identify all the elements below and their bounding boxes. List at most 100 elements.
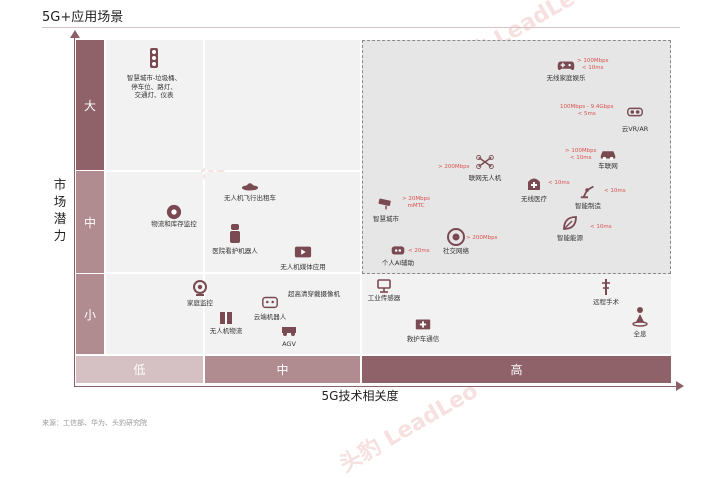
robot-head-icon [391,246,405,255]
spec-connected-car: > 100Mbps < 10ms [565,148,597,161]
aperture-icon [447,228,465,246]
app-logistics-inventory-monitoring: 物流和库存监控 [138,204,210,229]
app-cloud-vr-ar: 云VR/AR [610,104,660,134]
page-title: 5G+应用场景 [42,10,124,25]
x-level-mid: 中 [205,356,360,383]
app-label: 云VR/AR [621,125,649,133]
robot-face-icon [262,296,278,309]
app-label: 物流和库存监控 [151,220,197,228]
y-level-mid: 中 [76,171,104,273]
spec-smart-energy: < 10ms [590,224,612,230]
ufo-icon [241,183,259,191]
app-label: 无线家庭娱乐 [546,74,586,82]
app-label: 智慧城市-垃圾桶、 停车位、路灯、 交通灯、仪表 [126,74,182,99]
ambulance-icon [415,319,431,330]
app-drone-media: 无人机媒体应用 [272,244,334,272]
x-axis-title: 5G技术相关度 [321,389,399,403]
car-icon [600,151,616,161]
spec-connected-drone: > 200Mbps [438,164,470,170]
app-uhd-wearable-camera: 超高清穿戴摄像机 [288,290,340,298]
app-connected-drone: 联网无人机 [460,154,510,183]
vr-headset-icon [627,107,643,117]
spec-personal-ai-assistant: < 20ms [408,248,430,254]
app-label: 远程手术 [593,298,619,306]
gamepad-icon [557,61,575,71]
title-divider [42,27,680,28]
nurse-robot-icon [230,224,240,243]
app-smart-city: 智慧城市 [366,196,406,224]
high-relevance-zone [362,40,671,274]
app-label: 社交网络 [443,247,469,255]
app-smart-city-infrastructure: 智慧城市-垃圾桶、 停车位、路灯、 交通灯、仪表 [110,48,198,100]
app-home-monitoring: 家庭监控 [180,280,220,308]
spec-wireless-medical: < 10ms [548,180,570,186]
video-play-icon [294,246,312,258]
app-cloud-robot: 云端机器人 [250,294,290,322]
source-note: 来源：工信部、华为、头豹研究院 [42,419,147,427]
app-holographic: 全息 [626,306,654,339]
app-label: 车联网 [598,162,618,170]
surgery-icon [602,279,610,295]
spec-wireless-home-entertainment: > 100Mbps < 10ms [577,58,609,71]
robot-arm-icon [580,185,594,199]
y-level-high: 大 [76,40,104,170]
app-label: 云端机器人 [253,313,287,321]
agv-icon [282,327,296,336]
app-label: 智慧城市 [373,215,399,223]
app-label: 无人机物流 [209,327,243,335]
y-axis-line [74,34,75,386]
cctv-icon [378,198,391,210]
hologram-icon [632,307,648,327]
app-label: 无人机媒体应用 [280,263,326,271]
x-level-high: 高 [362,356,671,383]
medical-icon [528,178,540,190]
app-industrial-sensor: 工业传感器 [362,278,406,303]
spec-cloud-vr-ar: 100Mbps - 9.4Gbps < 5ms [560,104,614,117]
y-axis-title: 市场潜力 [53,177,67,243]
app-drone-logistics: 无人机物流 [204,308,248,336]
dome-camera-icon [166,204,182,220]
y-axis-arrow [70,30,80,38]
app-wireless-home-entertainment: 无线家庭娱乐 [536,58,596,83]
app-label: AGV [282,340,296,348]
app-label: 无人机飞行出租车 [224,194,276,202]
cell-low-low [106,274,203,354]
app-label: 救护车通信 [406,335,440,343]
app-label: 智能制造 [575,202,601,210]
app-label: 个人AI辅助 [381,259,415,267]
webcam-icon [193,280,207,296]
app-label: 全息 [633,330,647,338]
x-axis-arrow [676,381,684,391]
app-personal-ai-assistant: 个人AI辅助 [374,242,422,268]
app-label: 医院看护机器人 [212,247,258,255]
cell-low-high [362,274,671,354]
traffic-light-icon [150,48,158,68]
package-icon [220,312,232,324]
app-ambulance-communication: 救护车通信 [400,316,446,344]
app-label: 智能能源 [557,234,583,242]
x-axis-line [74,386,676,387]
spec-smart-city-mid: > 20Mbps mMTC [402,196,430,209]
app-hospital-care-robot: 医院看护机器人 [205,224,265,256]
app-wireless-medical: 无线医疗 [512,176,556,204]
app-agv: AGV [276,322,302,349]
spec-smart-manufacturing: < 10ms [604,188,626,194]
app-label: 工业传感器 [367,294,401,302]
app-smart-manufacturing: 智能制造 [566,182,610,211]
y-level-low: 小 [76,274,104,354]
x-level-low: 低 [76,356,203,383]
app-label: 家庭监控 [187,299,213,307]
cell-high-mid [205,40,360,170]
app-remote-surgery: 远程手术 [586,278,626,307]
app-label: 联网无人机 [468,174,502,182]
leaf-icon [563,216,577,230]
spec-social-network: > 200Mbps [466,235,498,241]
sensor-icon [377,279,391,293]
cell-mid-low [106,172,203,272]
app-connected-car: 车联网 [588,146,628,171]
app-drone-flying-taxi: 无人机飞行出租车 [210,178,290,203]
drone-icon [476,154,494,170]
app-social-network: 社交网络 [432,228,480,256]
cell-mid-mid [205,172,360,272]
app-smart-energy: 智能能源 [550,214,590,243]
